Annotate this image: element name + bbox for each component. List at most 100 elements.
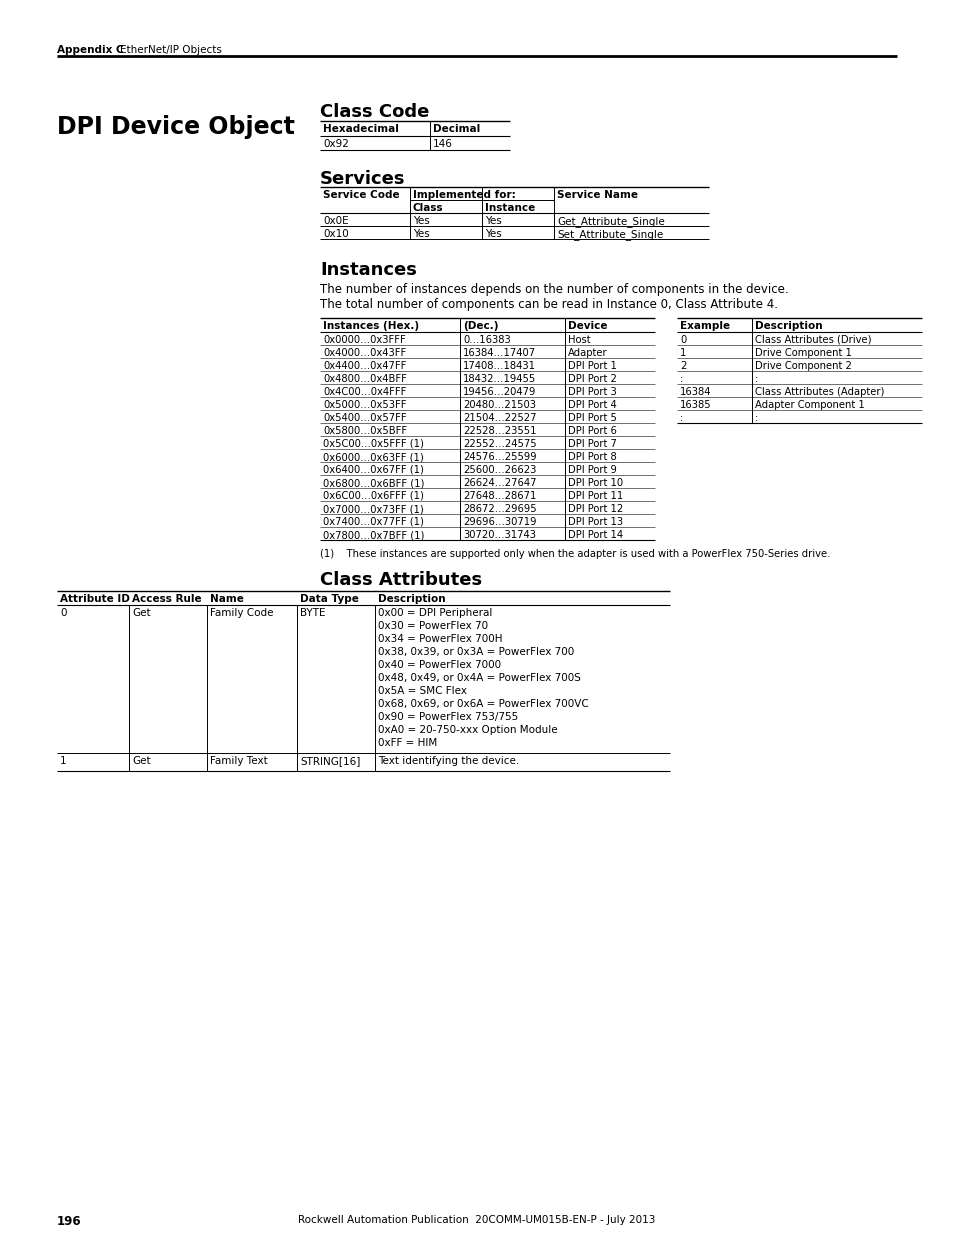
Text: 146: 146 xyxy=(433,140,453,149)
Text: Get: Get xyxy=(132,756,151,766)
Text: Instances (Hex.): Instances (Hex.) xyxy=(323,321,418,331)
Text: 0x6C00…0x6FFF (1): 0x6C00…0x6FFF (1) xyxy=(323,492,423,501)
Text: Get_Attribute_Single: Get_Attribute_Single xyxy=(557,216,664,227)
Text: 22528…23551: 22528…23551 xyxy=(462,426,536,436)
Text: 196: 196 xyxy=(57,1215,82,1228)
Text: Device: Device xyxy=(567,321,607,331)
Text: Yes: Yes xyxy=(413,228,429,240)
Text: 0x30 = PowerFlex 70: 0x30 = PowerFlex 70 xyxy=(377,621,488,631)
Text: :: : xyxy=(754,374,758,384)
Text: 0…16383: 0…16383 xyxy=(462,335,510,345)
Text: 18432…19455: 18432…19455 xyxy=(462,374,536,384)
Text: 26624…27647: 26624…27647 xyxy=(462,478,536,488)
Text: Services: Services xyxy=(319,170,405,188)
Text: 28672…29695: 28672…29695 xyxy=(462,504,536,514)
Text: 0x4800…0x4BFF: 0x4800…0x4BFF xyxy=(323,374,406,384)
Text: Adapter Component 1: Adapter Component 1 xyxy=(754,400,863,410)
Text: 0x10: 0x10 xyxy=(323,228,349,240)
Text: 22552…24575: 22552…24575 xyxy=(462,438,536,450)
Text: Instance: Instance xyxy=(484,203,535,212)
Text: 0x0E: 0x0E xyxy=(323,216,348,226)
Text: Drive Component 2: Drive Component 2 xyxy=(754,361,851,370)
Text: The total number of components can be read in Instance 0, Class Attribute 4.: The total number of components can be re… xyxy=(319,298,778,311)
Text: 16384: 16384 xyxy=(679,387,711,396)
Text: Class Code: Class Code xyxy=(319,103,429,121)
Text: 1: 1 xyxy=(679,348,685,358)
Text: DPI Port 12: DPI Port 12 xyxy=(567,504,622,514)
Text: 0x0000…0x3FFF: 0x0000…0x3FFF xyxy=(323,335,405,345)
Text: Text identifying the device.: Text identifying the device. xyxy=(377,756,518,766)
Text: Class Attributes (Drive): Class Attributes (Drive) xyxy=(754,335,871,345)
Text: Attribute ID: Attribute ID xyxy=(60,594,130,604)
Text: 19456…20479: 19456…20479 xyxy=(462,387,536,396)
Text: DPI Port 10: DPI Port 10 xyxy=(567,478,622,488)
Text: Service Name: Service Name xyxy=(557,190,638,200)
Text: Yes: Yes xyxy=(484,216,501,226)
Text: Example: Example xyxy=(679,321,729,331)
Text: Rockwell Automation Publication  20COMM-UM015B-EN-P - July 2013: Rockwell Automation Publication 20COMM-U… xyxy=(298,1215,655,1225)
Text: 0x92: 0x92 xyxy=(323,140,349,149)
Text: Description: Description xyxy=(754,321,821,331)
Text: 0x7800…0x7BFF (1): 0x7800…0x7BFF (1) xyxy=(323,530,424,540)
Text: 0x4C00…0x4FFF: 0x4C00…0x4FFF xyxy=(323,387,406,396)
Text: 0x5A = SMC Flex: 0x5A = SMC Flex xyxy=(377,685,467,697)
Text: 16385: 16385 xyxy=(679,400,711,410)
Text: 0x34 = PowerFlex 700H: 0x34 = PowerFlex 700H xyxy=(377,634,502,643)
Text: 0x4400…0x47FF: 0x4400…0x47FF xyxy=(323,361,406,370)
Text: STRING[16]: STRING[16] xyxy=(299,756,360,766)
Text: Appendix C: Appendix C xyxy=(57,44,124,56)
Text: 0x7400…0x77FF (1): 0x7400…0x77FF (1) xyxy=(323,517,423,527)
Text: 29696…30719: 29696…30719 xyxy=(462,517,536,527)
Text: :: : xyxy=(754,412,758,424)
Text: 17408…18431: 17408…18431 xyxy=(462,361,536,370)
Text: Decimal: Decimal xyxy=(433,124,479,135)
Text: 0x38, 0x39, or 0x3A = PowerFlex 700: 0x38, 0x39, or 0x3A = PowerFlex 700 xyxy=(377,647,574,657)
Text: Adapter: Adapter xyxy=(567,348,607,358)
Text: DPI Port 3: DPI Port 3 xyxy=(567,387,616,396)
Text: Get: Get xyxy=(132,608,151,618)
Text: Instances: Instances xyxy=(319,261,416,279)
Text: Family Code: Family Code xyxy=(210,608,274,618)
Text: Yes: Yes xyxy=(413,216,429,226)
Text: DPI Port 8: DPI Port 8 xyxy=(567,452,616,462)
Text: 0x6000…0x63FF (1): 0x6000…0x63FF (1) xyxy=(323,452,423,462)
Text: Class: Class xyxy=(413,203,443,212)
Text: 27648…28671: 27648…28671 xyxy=(462,492,536,501)
Text: Family Text: Family Text xyxy=(210,756,268,766)
Text: 20480…21503: 20480…21503 xyxy=(462,400,536,410)
Text: 0x5800…0x5BFF: 0x5800…0x5BFF xyxy=(323,426,407,436)
Text: Drive Component 1: Drive Component 1 xyxy=(754,348,851,358)
Text: 0x7000…0x73FF (1): 0x7000…0x73FF (1) xyxy=(323,504,423,514)
Text: 0x5400…0x57FF: 0x5400…0x57FF xyxy=(323,412,406,424)
Text: BYTE: BYTE xyxy=(299,608,325,618)
Text: EtherNet/IP Objects: EtherNet/IP Objects xyxy=(120,44,222,56)
Text: DPI Port 7: DPI Port 7 xyxy=(567,438,617,450)
Text: :: : xyxy=(679,412,682,424)
Text: 0x48, 0x49, or 0x4A = PowerFlex 700S: 0x48, 0x49, or 0x4A = PowerFlex 700S xyxy=(377,673,580,683)
Text: 2: 2 xyxy=(679,361,685,370)
Text: Data Type: Data Type xyxy=(299,594,358,604)
Text: 0x90 = PowerFlex 753/755: 0x90 = PowerFlex 753/755 xyxy=(377,713,517,722)
Text: DPI Device Object: DPI Device Object xyxy=(57,115,294,140)
Text: 0x6800…0x6BFF (1): 0x6800…0x6BFF (1) xyxy=(323,478,424,488)
Text: Access Rule: Access Rule xyxy=(132,594,201,604)
Text: Yes: Yes xyxy=(484,228,501,240)
Text: :: : xyxy=(679,374,682,384)
Text: Description: Description xyxy=(377,594,445,604)
Text: 0x6400…0x67FF (1): 0x6400…0x67FF (1) xyxy=(323,466,423,475)
Text: Implemented for:: Implemented for: xyxy=(413,190,516,200)
Text: 30720…31743: 30720…31743 xyxy=(462,530,536,540)
Text: 0xFF = HIM: 0xFF = HIM xyxy=(377,739,436,748)
Text: 0x5000…0x53FF: 0x5000…0x53FF xyxy=(323,400,406,410)
Text: 0: 0 xyxy=(679,335,685,345)
Text: 21504…22527: 21504…22527 xyxy=(462,412,536,424)
Text: DPI Port 6: DPI Port 6 xyxy=(567,426,617,436)
Text: (1)    These instances are supported only when the adapter is used with a PowerF: (1) These instances are supported only w… xyxy=(319,550,829,559)
Text: DPI Port 1: DPI Port 1 xyxy=(567,361,617,370)
Text: (Dec.): (Dec.) xyxy=(462,321,498,331)
Text: 0x40 = PowerFlex 7000: 0x40 = PowerFlex 7000 xyxy=(377,659,500,671)
Text: Service Code: Service Code xyxy=(323,190,399,200)
Text: Set_Attribute_Single: Set_Attribute_Single xyxy=(557,228,662,240)
Text: The number of instances depends on the number of components in the device.: The number of instances depends on the n… xyxy=(319,283,788,296)
Text: Hexadecimal: Hexadecimal xyxy=(323,124,398,135)
